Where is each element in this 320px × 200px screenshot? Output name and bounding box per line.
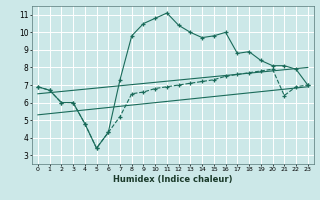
X-axis label: Humidex (Indice chaleur): Humidex (Indice chaleur) bbox=[113, 175, 233, 184]
